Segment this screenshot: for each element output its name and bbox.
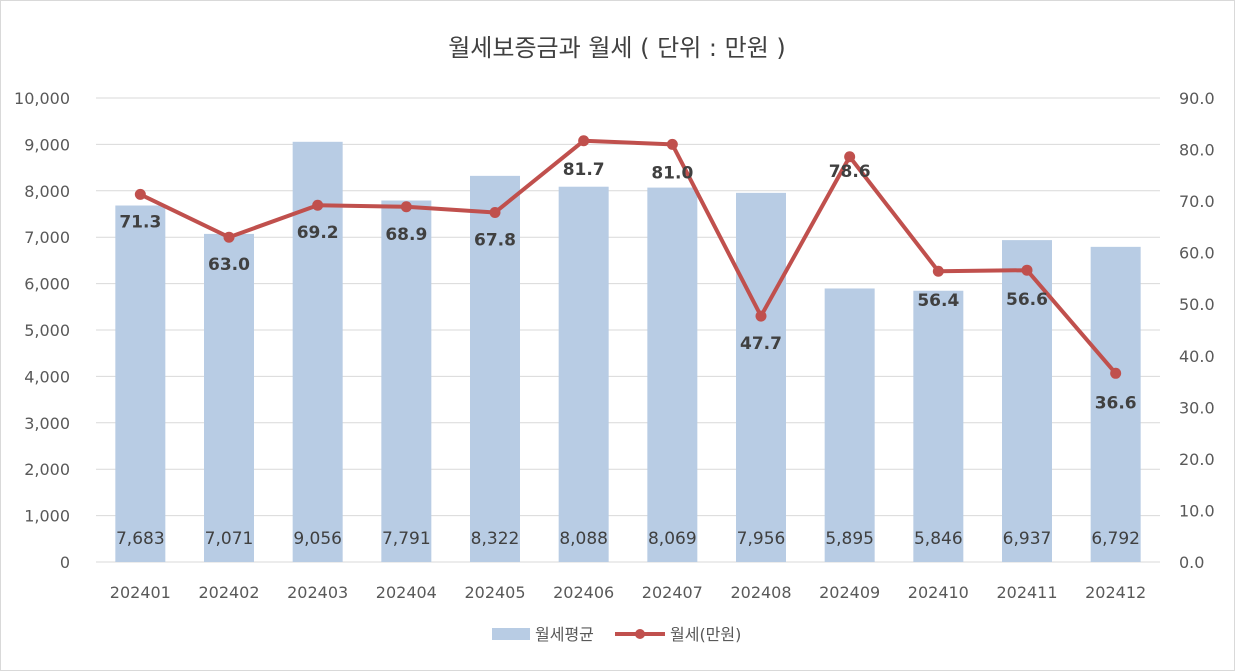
legend-label-bar: 월세평균 (535, 625, 594, 644)
bar-data-label: 5,846 (914, 529, 963, 549)
left-axis-tick-label: 5,000 (24, 321, 70, 340)
right-axis-tick-label: 40.0 (1179, 347, 1215, 366)
bar (913, 290, 964, 562)
left-axis-tick-label: 2,000 (24, 460, 70, 479)
line-data-labels: 71.3 63.0 69.2 68.9 67.8 81.7 81.0 47.7 78.6 56.4… (119, 160, 1136, 414)
legend: 월세평균 월세(만원) (492, 625, 741, 644)
bar (1090, 246, 1141, 562)
x-axis-tick-label: 202406 (553, 583, 614, 602)
x-axis-tick-label: 202411 (996, 583, 1057, 602)
bar (381, 200, 432, 562)
bar (824, 288, 875, 562)
bar-data-label: 9,056 (293, 529, 342, 549)
x-axis-tick-label: 202405 (464, 583, 525, 602)
left-axis-tick-label: 4,000 (24, 367, 70, 386)
left-axis-tick-label: 9,000 (24, 135, 70, 154)
line-data-label: 71.3 (119, 212, 161, 232)
right-axis-tick-label: 50.0 (1179, 295, 1215, 314)
left-axis-tick-label: 0 (60, 553, 70, 572)
right-axis: 0.0 10.0 20.0 30.0 40.0 50.0 60.0 70.0 80.0 90.0 (1179, 89, 1215, 572)
chart-title: 월세보증금과 월세 ( 단위 : 만원 ) (448, 34, 786, 62)
left-axis-tick-label: 7,000 (24, 228, 70, 247)
x-axis-tick-label: 202404 (376, 583, 437, 602)
left-axis-tick-label: 10,000 (14, 89, 70, 108)
legend-marker-line (635, 629, 645, 639)
bar-data-label: 8,069 (648, 529, 697, 549)
line-point (1021, 264, 1033, 276)
x-axis: 202401 202402 202403 202404 202405 202406 2024… (110, 583, 1146, 602)
line-point (666, 138, 678, 150)
right-axis-tick-label: 0.0 (1179, 553, 1204, 572)
line-point (400, 201, 412, 213)
line-data-label: 56.4 (917, 291, 959, 311)
line-point (755, 310, 767, 322)
right-axis-tick-label: 70.0 (1179, 192, 1215, 211)
left-axis-tick-label: 1,000 (24, 507, 70, 526)
left-axis-tick-label: 3,000 (24, 414, 70, 433)
line-point (932, 265, 944, 277)
bar (736, 192, 786, 562)
left-axis-tick-label: 6,000 (24, 275, 70, 294)
bar-data-label: 5,895 (825, 529, 874, 549)
x-axis-tick-label: 202401 (110, 583, 171, 602)
line-point (489, 206, 501, 218)
x-axis-tick-label: 202410 (908, 583, 969, 602)
line-data-label: 63.0 (208, 255, 250, 275)
right-axis-tick-label: 20.0 (1179, 450, 1215, 469)
bar-data-label: 7,071 (205, 529, 254, 549)
bar-data-label: 8,088 (559, 529, 608, 549)
line-data-label: 81.7 (563, 160, 605, 180)
x-axis-tick-label: 202409 (819, 583, 880, 602)
bar-data-label: 6,937 (1003, 529, 1052, 549)
bar (204, 233, 254, 563)
line-data-label: 69.2 (297, 223, 339, 243)
line-data-label: 67.8 (474, 230, 516, 250)
legend-label-line: 월세(만원) (670, 625, 741, 644)
x-axis-tick-label: 202407 (642, 583, 703, 602)
x-axis-tick-label: 202412 (1085, 583, 1146, 602)
line-series (134, 135, 1122, 379)
bar-data-label: 7,956 (737, 529, 786, 549)
line-point (134, 188, 146, 200)
line-point (223, 231, 235, 243)
bar-data-label: 6,792 (1091, 529, 1140, 549)
bar-data-label: 8,322 (471, 529, 520, 549)
bar (1002, 240, 1052, 562)
x-axis-tick-label: 202408 (730, 583, 791, 602)
line-data-label: 47.7 (740, 334, 782, 354)
line-data-label: 81.0 (651, 163, 693, 183)
x-axis-tick-label: 202402 (198, 583, 259, 602)
x-axis-tick-label: 202403 (287, 583, 348, 602)
bar-data-label: 7,683 (116, 529, 165, 549)
legend-swatch-bar (492, 628, 530, 640)
right-axis-tick-label: 30.0 (1179, 398, 1215, 417)
left-axis: 0 1,000 2,000 3,000 4,000 5,000 6,000 7,000 8,00… (14, 89, 70, 572)
gridlines (96, 97, 1160, 563)
line-data-label: 68.9 (385, 225, 427, 245)
right-axis-tick-label: 10.0 (1179, 501, 1215, 520)
bar-series (115, 141, 1141, 563)
line-point (578, 135, 590, 147)
bar (470, 175, 520, 563)
line-point (312, 199, 324, 211)
right-axis-tick-label: 90.0 (1179, 89, 1215, 108)
left-axis-tick-label: 8,000 (24, 182, 70, 201)
line-data-label: 36.6 (1095, 393, 1137, 413)
line-data-label: 56.6 (1006, 290, 1048, 310)
right-axis-tick-label: 80.0 (1179, 141, 1215, 160)
bar-data-labels: 7,683 7,071 9,056 7,791 8,322 8,088 8,069 7,956… (116, 529, 1140, 549)
line-path (139, 138, 1118, 375)
line-data-label: 78.6 (829, 162, 871, 182)
bar (647, 187, 698, 563)
bar (558, 186, 609, 562)
line-point (844, 151, 856, 163)
bar-data-label: 7,791 (382, 529, 431, 549)
line-point (1110, 367, 1122, 379)
right-axis-tick-label: 60.0 (1179, 244, 1215, 263)
bar (115, 205, 166, 563)
